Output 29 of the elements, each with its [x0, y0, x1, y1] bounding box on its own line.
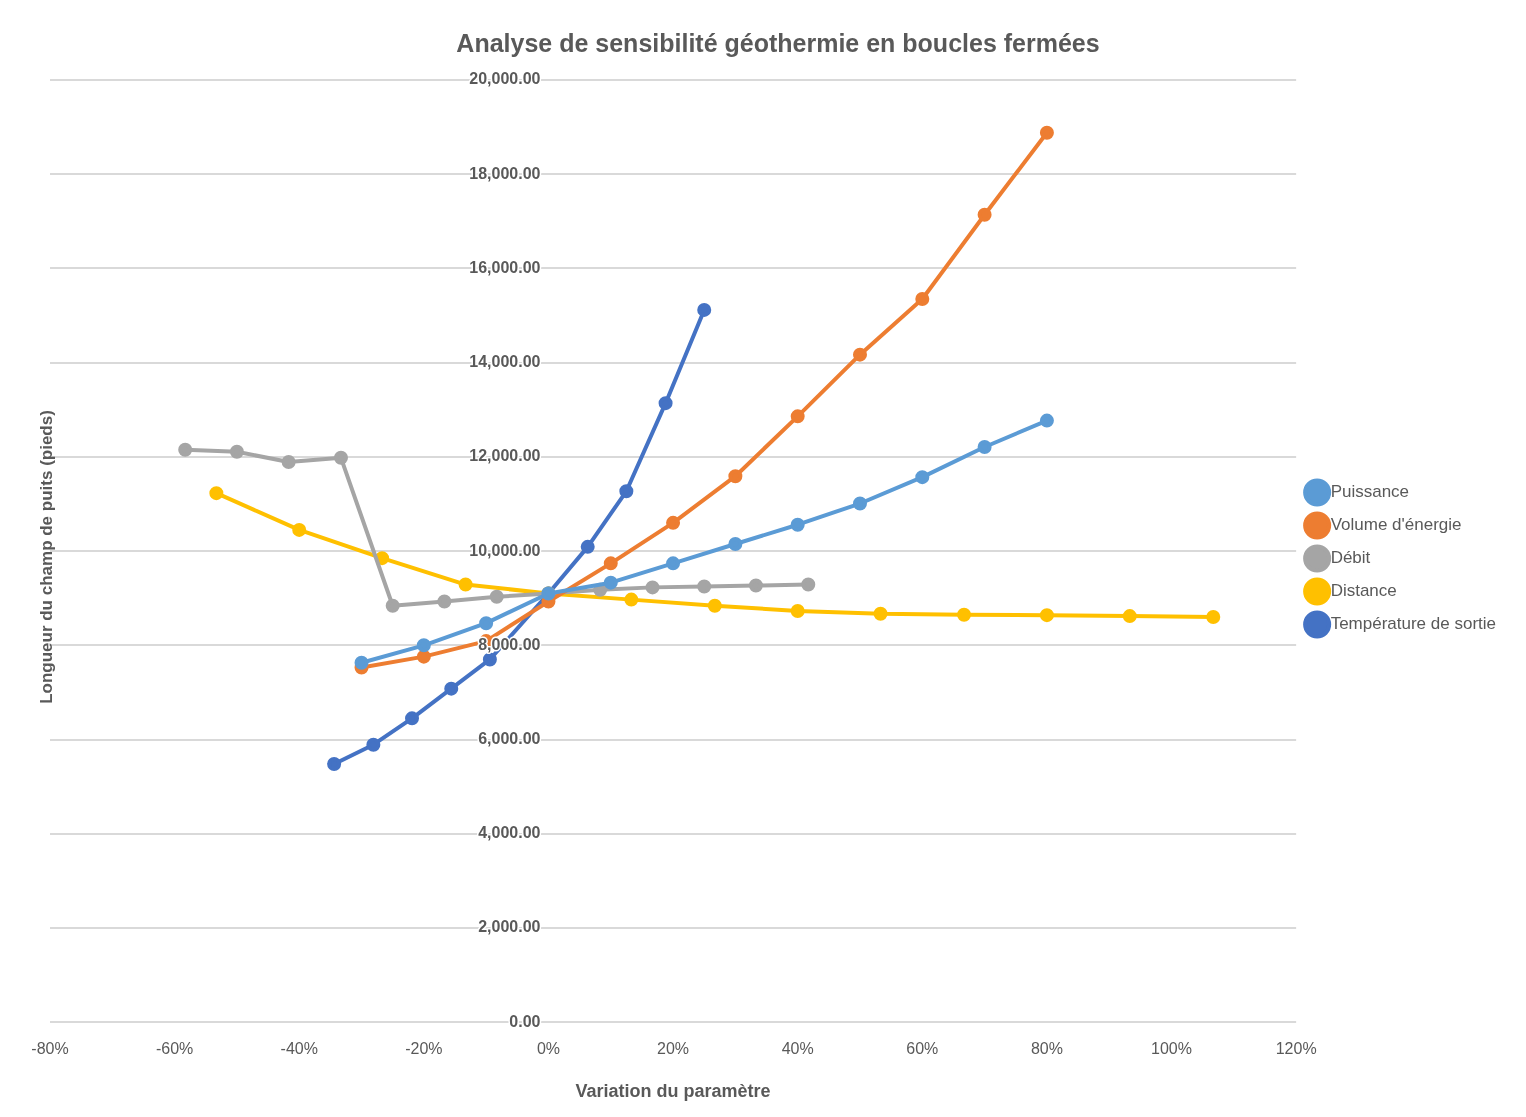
legend-label: Puissance	[1330, 482, 1410, 502]
x-tick-label: -40%	[280, 1040, 318, 1058]
y-tick-label: 20,000.00	[469, 70, 541, 88]
x-tick-label: 40%	[781, 1040, 814, 1058]
legend-label: Volume d'énergie	[1330, 515, 1462, 535]
y-tick-label: 18,000.00	[469, 164, 541, 182]
x-tick-label: -80%	[31, 1040, 69, 1058]
x-tick-label: 80%	[1030, 1040, 1063, 1058]
legend-label: Distance	[1330, 581, 1397, 601]
x-tick-label: -20%	[405, 1040, 443, 1058]
y-tick-label: 10,000.00	[469, 541, 541, 559]
chart-title: Analyse de sensibilité géothermie en boucles fermées	[456, 28, 1100, 57]
y-tick-label: 4,000.00	[478, 824, 541, 842]
y-tick-label: 0.00	[509, 1012, 541, 1030]
x-tick-label: 100%	[1151, 1040, 1192, 1058]
x-tick-label: 20%	[657, 1040, 690, 1058]
x-axis-title: Variation du paramètre	[575, 1081, 771, 1102]
y-tick-label: 16,000.00	[469, 258, 541, 276]
y-tick-label: 6,000.00	[478, 729, 541, 747]
x-tick-label: 60%	[906, 1040, 939, 1058]
legend-label: Température de sortie	[1330, 614, 1497, 634]
x-tick-label: -60%	[155, 1040, 194, 1058]
y-axis-title: Longueur du champ de puits (pieds)	[37, 410, 57, 704]
y-tick-label: 2,000.00	[478, 918, 541, 936]
y-tick-label: 12,000.00	[469, 447, 541, 465]
legend-label: Débit	[1330, 548, 1371, 568]
x-tick-label: 120%	[1275, 1040, 1317, 1058]
y-tick-label: 14,000.00	[469, 353, 541, 371]
x-tick-label: 0%	[536, 1040, 561, 1058]
